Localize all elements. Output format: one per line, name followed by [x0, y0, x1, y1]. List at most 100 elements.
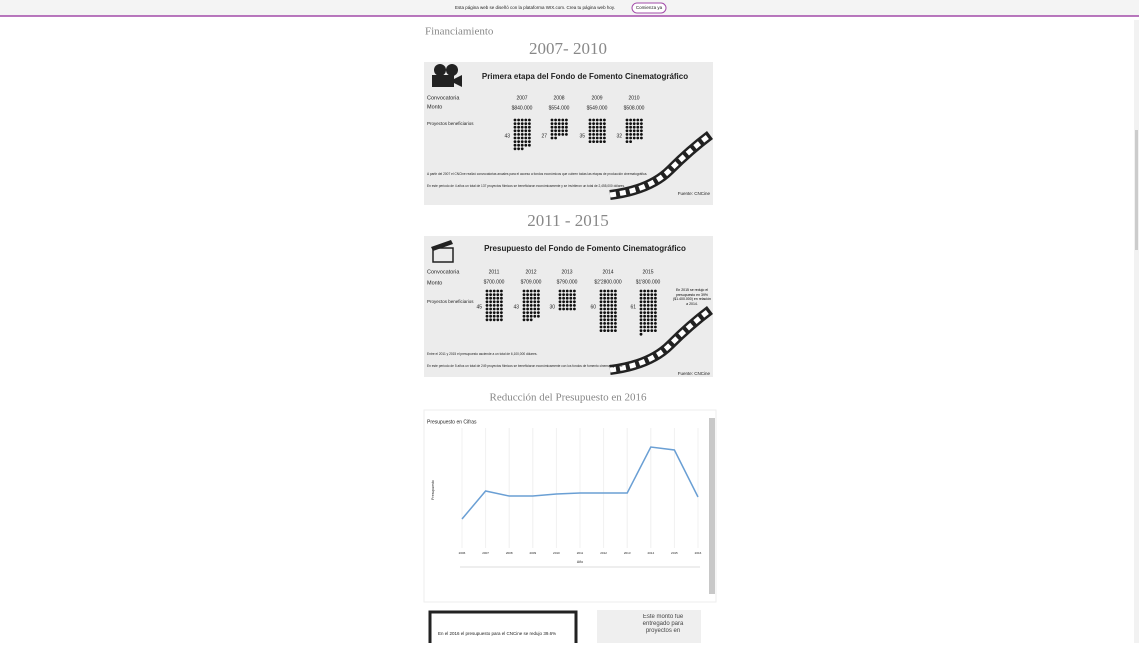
dot: [514, 126, 517, 129]
dot: [524, 133, 527, 136]
dot: [610, 322, 613, 325]
infographic-title: Presupuesto del Fondo de Fomento Cinemat…: [484, 244, 686, 253]
dot: [528, 122, 531, 125]
dot: [610, 326, 613, 329]
dot: [614, 326, 617, 329]
dot: [650, 322, 653, 325]
dot: [489, 290, 492, 293]
dot: [643, 311, 646, 314]
note-wrap: Este monto fue entregado para proyectos …: [630, 614, 696, 643]
dot: [600, 304, 603, 307]
dot: [562, 304, 565, 307]
dot: [614, 311, 617, 314]
amount: $709.000: [521, 279, 542, 285]
dot: [528, 144, 531, 147]
dot: [647, 322, 650, 325]
page-scrollbar-thumb[interactable]: [1135, 130, 1138, 250]
dot: [526, 300, 529, 303]
year: 2007: [516, 95, 527, 101]
dot: [524, 119, 527, 122]
dot: [654, 322, 657, 325]
dot: [551, 137, 554, 140]
dot: [626, 133, 629, 136]
dot: [640, 300, 643, 303]
dot: [654, 304, 657, 307]
dot: [517, 140, 520, 143]
dot: [589, 133, 592, 136]
row-label: Convocatoria: [427, 95, 460, 101]
page-scrollbar[interactable]: [1134, 20, 1139, 643]
beneficiary-count: 35: [579, 133, 585, 139]
dot: [530, 308, 533, 311]
dot: [647, 290, 650, 293]
dot: [654, 290, 657, 293]
dot: [562, 300, 565, 303]
dot: [607, 322, 610, 325]
amount: $508.000: [624, 105, 645, 111]
beneficiary-count: 45: [476, 304, 482, 310]
dot: [629, 122, 632, 125]
dot: [528, 133, 531, 136]
dot: [640, 308, 643, 311]
dot: [592, 137, 595, 140]
dot: [486, 293, 489, 296]
dot: [561, 122, 564, 125]
dot: [603, 297, 606, 300]
dot: [654, 318, 657, 321]
dot: [500, 311, 503, 314]
dot: [640, 137, 643, 140]
dot: [517, 133, 520, 136]
dot: [573, 300, 576, 303]
chart-title: Presupuesto en Cifras: [427, 419, 477, 425]
dot: [643, 293, 646, 296]
dot: [524, 140, 527, 143]
dot: [640, 133, 643, 136]
dot: [607, 290, 610, 293]
dot: [521, 137, 524, 140]
row-label: Monto: [427, 280, 442, 286]
dot: [592, 126, 595, 129]
dot: [500, 315, 503, 318]
dot: [596, 122, 599, 125]
dot: [493, 308, 496, 311]
dot: [514, 144, 517, 147]
amount: $840.000: [512, 105, 533, 111]
x-tick-label: 2012: [600, 551, 607, 555]
dot: [493, 318, 496, 321]
chart-scrollbar[interactable]: [709, 418, 715, 594]
dot: [489, 308, 492, 311]
dot: [537, 311, 540, 314]
dot: [643, 322, 646, 325]
dot: [493, 311, 496, 314]
dot: [558, 126, 561, 129]
dot: [561, 126, 564, 129]
dot: [654, 311, 657, 314]
year: 2013: [561, 269, 572, 275]
dot: [489, 297, 492, 300]
dot: [650, 297, 653, 300]
dot: [610, 311, 613, 314]
dot: [647, 318, 650, 321]
page: Esta página web se diseñó con la platafo…: [0, 0, 1139, 643]
dot: [493, 297, 496, 300]
dot: [496, 304, 499, 307]
dot: [558, 122, 561, 125]
dot: [537, 300, 540, 303]
dot: [614, 329, 617, 332]
dot: [551, 126, 554, 129]
dot: [526, 290, 529, 293]
dot: [589, 119, 592, 122]
dot: [603, 290, 606, 293]
year: 2012: [525, 269, 536, 275]
cta-button-label[interactable]: Comienza ya: [636, 5, 663, 10]
dot: [565, 129, 568, 132]
year: 2015: [642, 269, 653, 275]
amount: $554.000: [549, 105, 570, 111]
dot: [496, 293, 499, 296]
dot: [496, 300, 499, 303]
x-axis-label: Año: [577, 560, 583, 564]
dot-grid: [514, 119, 531, 151]
dot: [573, 290, 576, 293]
dot: [562, 308, 565, 311]
dot: [489, 315, 492, 318]
